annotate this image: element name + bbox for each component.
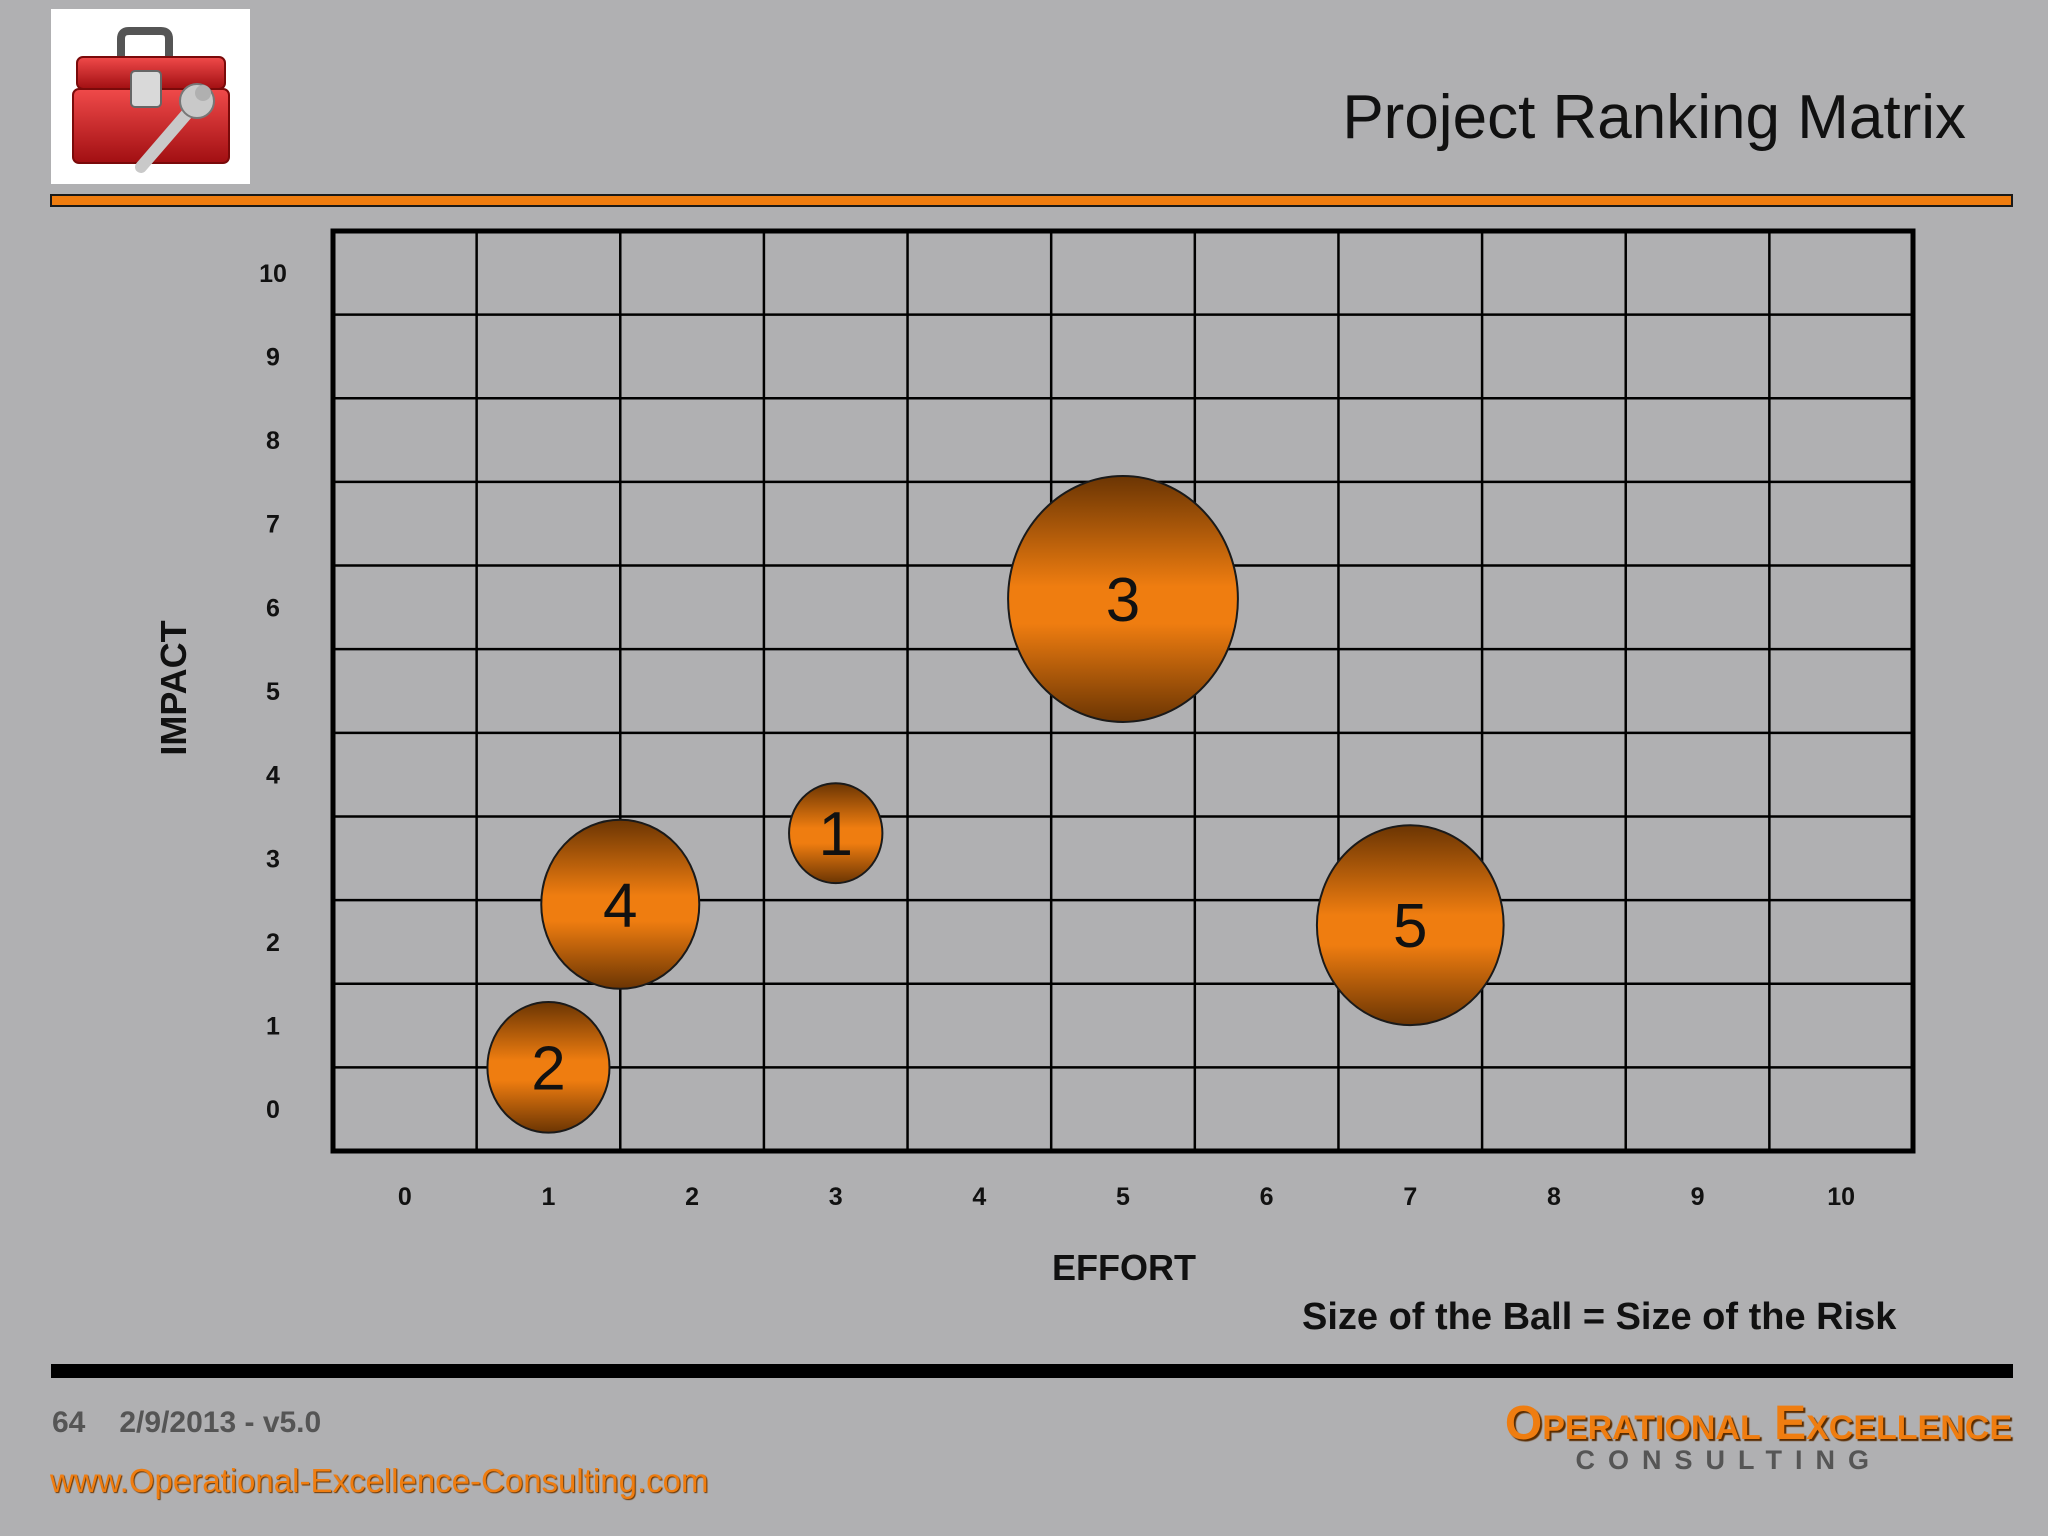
x-tick-label: 7 xyxy=(1403,1183,1417,1211)
brand-logo: Operational Excellence CONSULTING xyxy=(1452,1396,2012,1476)
footer-url: www.Operational-Excellence-Consulting.co… xyxy=(50,1462,709,1499)
brand-name: Operational Excellence xyxy=(1504,1397,2012,1450)
bubble-1 xyxy=(788,782,884,885)
bubbles: 1 2 3 4 5 xyxy=(486,475,1505,1134)
x-tick-label: 10 xyxy=(1827,1183,1855,1211)
title-divider xyxy=(50,194,2013,207)
y-axis-label: IMPACT xyxy=(153,620,194,755)
y-tick-label: 5 xyxy=(266,678,280,706)
x-tick-label: 3 xyxy=(829,1183,843,1211)
y-tick-label: 7 xyxy=(266,511,280,539)
y-tick-label: 1 xyxy=(266,1013,280,1041)
bubble-4 xyxy=(540,818,701,990)
toolbox-wrench-icon xyxy=(72,27,230,173)
x-axis-label: EFFORT xyxy=(1052,1247,1196,1288)
bubble-label-1: 1 xyxy=(818,800,852,869)
y-tick-label: 4 xyxy=(266,762,280,790)
y-tick-label: 10 xyxy=(259,260,287,288)
x-tick-label: 8 xyxy=(1547,1183,1561,1211)
bubble-label-2: 2 xyxy=(531,1034,565,1103)
chart-caption: Size of the Ball = Size of the Risk xyxy=(1302,1296,1897,1338)
bubble-2 xyxy=(486,1001,611,1134)
y-axis-ticks: 0 1 2 3 4 5 6 7 8 9 10 xyxy=(259,260,287,1124)
y-tick-label: 9 xyxy=(266,343,280,371)
bubble-3 xyxy=(1007,475,1239,723)
bubble-label-5: 5 xyxy=(1393,892,1427,961)
bubble-label-4: 4 xyxy=(603,871,637,940)
y-tick-label: 3 xyxy=(266,845,280,873)
x-tick-label: 4 xyxy=(972,1183,986,1211)
footer-divider xyxy=(51,1364,2013,1378)
bubble-5 xyxy=(1315,824,1505,1027)
logo xyxy=(51,9,250,184)
y-tick-label: 8 xyxy=(266,427,280,455)
x-tick-label: 5 xyxy=(1116,1183,1130,1211)
y-tick-label: 0 xyxy=(266,1096,280,1124)
x-axis-ticks: 0 1 2 3 4 5 6 7 8 9 10 xyxy=(398,1183,1855,1211)
x-tick-label: 1 xyxy=(542,1183,556,1211)
brand-subtitle: CONSULTING xyxy=(1575,1445,1882,1475)
bubble-label-3: 3 xyxy=(1106,566,1140,635)
plot-frame xyxy=(330,228,1916,1154)
x-tick-label: 0 xyxy=(398,1183,412,1211)
version-label: 2/9/2013 - v5.0 xyxy=(119,1406,322,1439)
footer-meta: 64 2/9/2013 - v5.0 xyxy=(52,1406,321,1440)
y-tick-label: 6 xyxy=(266,594,280,622)
page-number: 64 xyxy=(52,1406,86,1439)
x-tick-label: 9 xyxy=(1691,1183,1705,1211)
page-title: Project Ranking Matrix xyxy=(1342,83,1966,152)
x-tick-label: 2 xyxy=(685,1183,699,1211)
x-tick-label: 6 xyxy=(1260,1183,1274,1211)
y-tick-label: 2 xyxy=(266,929,280,957)
